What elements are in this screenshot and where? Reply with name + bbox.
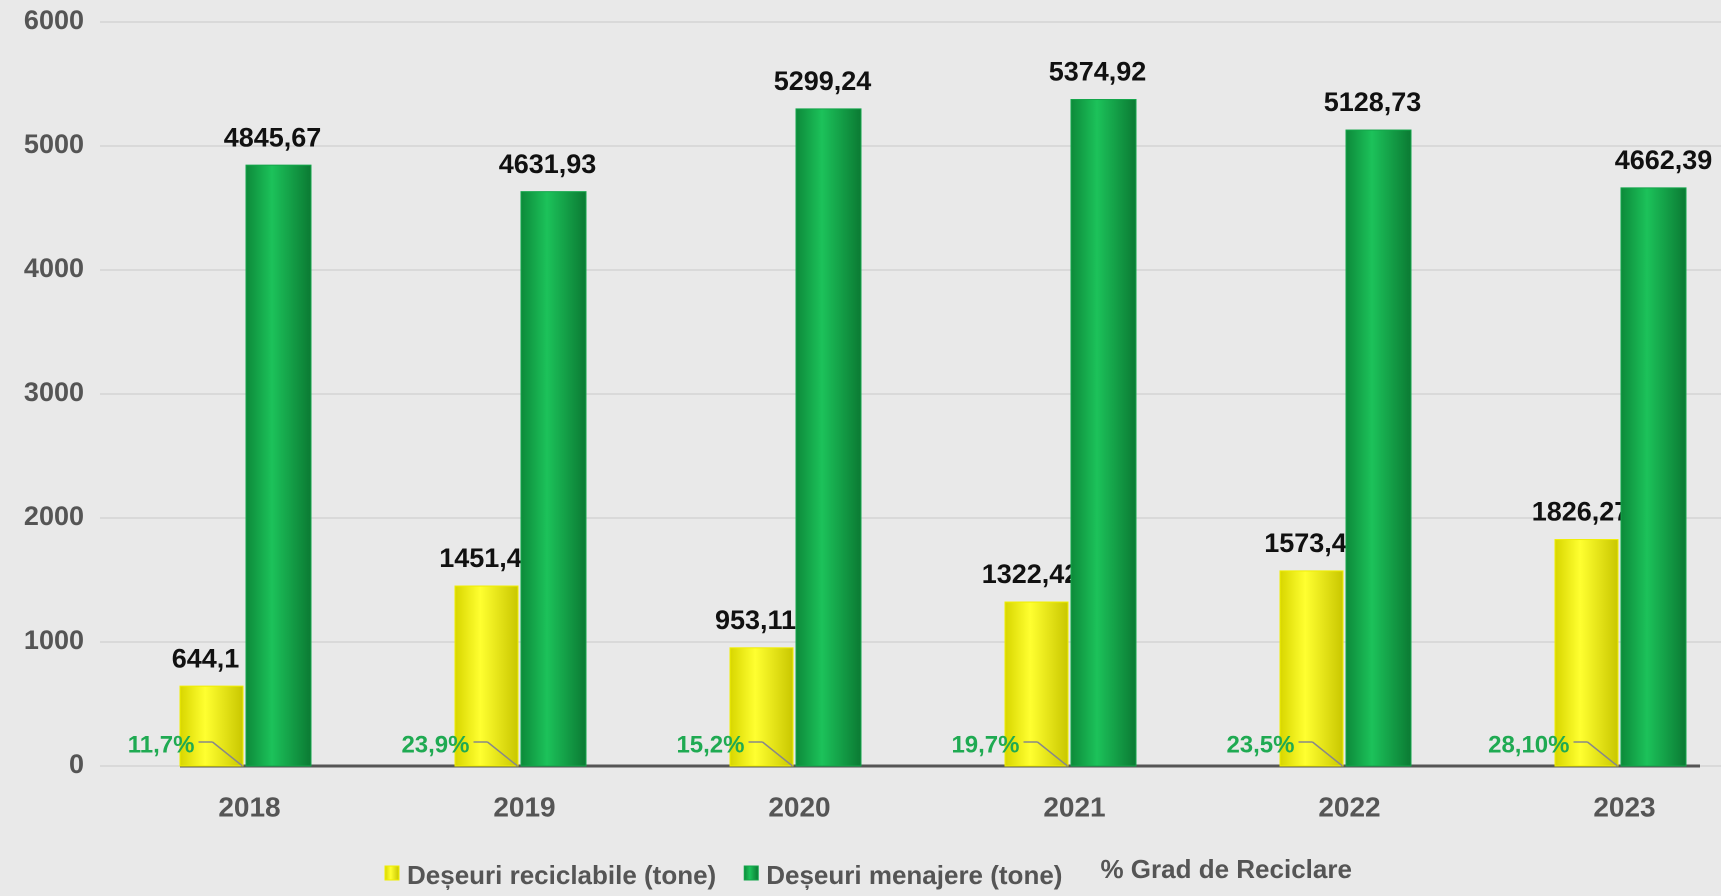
percent-label: 23,9% bbox=[401, 731, 469, 758]
data-label: 5299,24 bbox=[774, 66, 872, 96]
bar bbox=[1279, 570, 1344, 767]
percent-label: 28,10% bbox=[1488, 731, 1569, 758]
leader-line bbox=[762, 741, 793, 767]
bar bbox=[729, 647, 794, 767]
bar bbox=[520, 191, 587, 767]
data-label: 1573,4 bbox=[1264, 528, 1347, 558]
bar bbox=[1345, 129, 1412, 767]
leader-line bbox=[1312, 741, 1343, 767]
y-tick-label: 2000 bbox=[24, 501, 84, 531]
data-label: 1451,4 bbox=[439, 543, 522, 573]
y-tick-label: 6000 bbox=[24, 5, 84, 35]
x-tick-label: 2018 bbox=[218, 791, 280, 822]
x-tick-label: 2019 bbox=[493, 791, 555, 822]
data-label: 4662,39 bbox=[1615, 145, 1713, 175]
data-label: 644,1 bbox=[172, 643, 240, 673]
percent-label: 11,7% bbox=[128, 731, 195, 758]
legend-label: % Grad de Reciclare bbox=[1100, 854, 1351, 884]
data-label: 5374,92 bbox=[1049, 57, 1147, 87]
leader-line bbox=[212, 741, 243, 767]
bar bbox=[1620, 187, 1687, 767]
y-tick-label: 0 bbox=[69, 749, 84, 779]
data-label: 4631,93 bbox=[499, 149, 597, 179]
data-label: 5128,73 bbox=[1324, 87, 1422, 117]
x-tick-label: 2023 bbox=[1593, 791, 1655, 822]
bar bbox=[454, 585, 519, 767]
leader-line bbox=[1587, 741, 1618, 767]
x-tick-label: 2020 bbox=[768, 791, 830, 822]
bar bbox=[245, 164, 312, 767]
data-label: 1322,42 bbox=[982, 559, 1080, 589]
y-tick-label: 1000 bbox=[24, 625, 84, 655]
data-label: 1826,27 bbox=[1532, 497, 1630, 527]
x-tick-label: 2021 bbox=[1043, 791, 1105, 822]
data-label: 4845,67 bbox=[224, 122, 322, 152]
y-tick-label: 4000 bbox=[24, 253, 84, 283]
leader-line bbox=[1037, 741, 1068, 767]
legend-swatch bbox=[743, 865, 759, 881]
bar bbox=[1070, 99, 1137, 767]
bar bbox=[1554, 539, 1619, 767]
data-label: 953,11 bbox=[715, 605, 796, 635]
percent-label: 15,2% bbox=[676, 731, 744, 758]
y-tick-label: 3000 bbox=[24, 377, 84, 407]
bar bbox=[179, 685, 244, 767]
bar bbox=[1004, 601, 1069, 767]
x-tick-label: 2022 bbox=[1318, 791, 1380, 822]
percent-label: 23,5% bbox=[1226, 731, 1294, 758]
bar bbox=[795, 108, 862, 767]
percent-label: 19,7% bbox=[951, 731, 1019, 758]
y-tick-label: 5000 bbox=[24, 129, 84, 159]
legend-label: Deșeuri menajere (tone) bbox=[766, 860, 1062, 890]
leader-line bbox=[487, 741, 518, 767]
legend-swatch bbox=[384, 865, 400, 881]
legend-label: Deșeuri reciclabile (tone) bbox=[407, 860, 716, 890]
